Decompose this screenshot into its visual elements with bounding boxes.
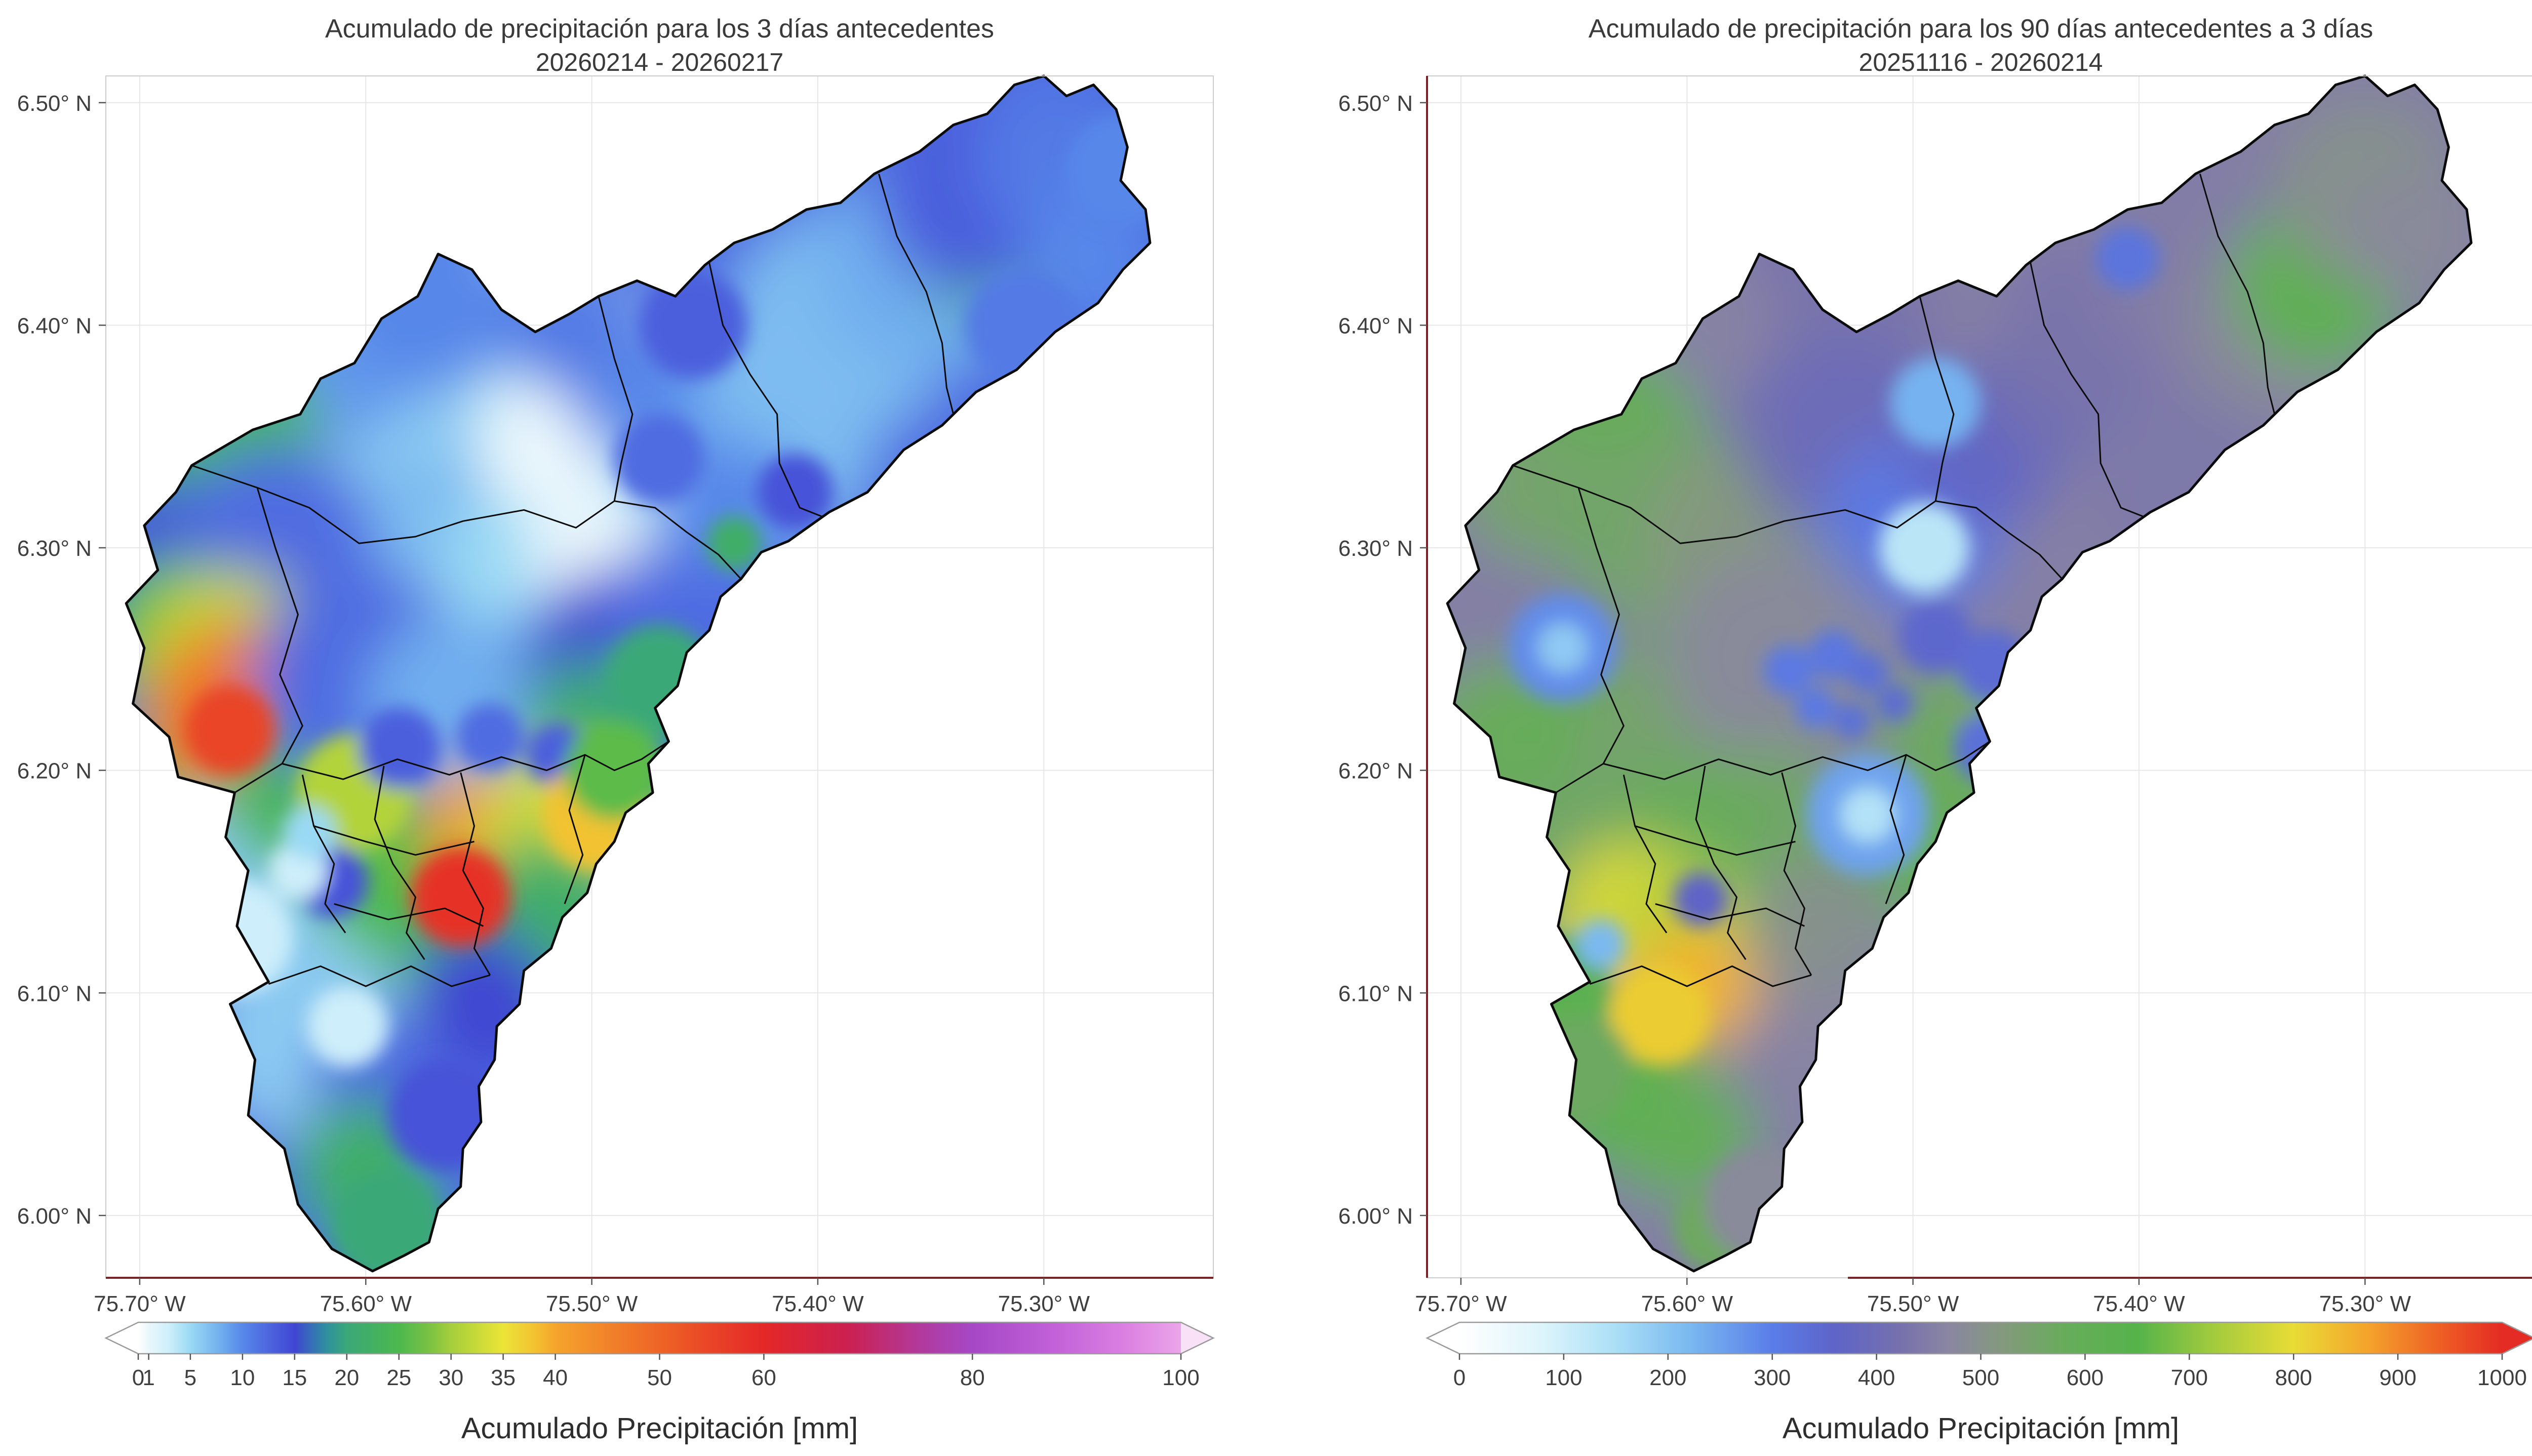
svg-text:1000: 1000 xyxy=(2477,1365,2527,1390)
svg-text:75.40° W: 75.40° W xyxy=(2093,1291,2185,1316)
svg-text:15: 15 xyxy=(282,1365,307,1390)
svg-text:30: 30 xyxy=(439,1365,463,1390)
svg-text:600: 600 xyxy=(2067,1365,2104,1390)
svg-text:60: 60 xyxy=(751,1365,776,1390)
panel-title-3-day: Acumulado de precipitación para los 3 dí… xyxy=(106,12,1213,78)
colorbar-label-right: Acumulado Precipitación [mm] xyxy=(1782,1412,2180,1445)
svg-text:75.70° W: 75.70° W xyxy=(94,1291,186,1316)
svg-text:1: 1 xyxy=(142,1365,154,1390)
svg-text:75.30° W: 75.30° W xyxy=(2319,1291,2411,1316)
svg-text:80: 80 xyxy=(960,1365,985,1390)
svg-text:40: 40 xyxy=(543,1365,568,1390)
svg-text:200: 200 xyxy=(1649,1365,1686,1390)
title-dates-3-day: 20260214 - 20260217 xyxy=(535,48,784,76)
svg-text:700: 700 xyxy=(2171,1365,2208,1390)
precipitation-map-left: 75.70° W 75.60° W 75.50° W 75.40° W 75.30° W… xyxy=(17,74,1214,1316)
svg-text:35: 35 xyxy=(491,1365,516,1390)
svg-text:6.30° N: 6.30° N xyxy=(1338,536,1413,561)
svg-text:400: 400 xyxy=(1858,1365,1895,1390)
svg-text:75.60° W: 75.60° W xyxy=(1641,1291,1733,1316)
svg-text:0: 0 xyxy=(1453,1365,1466,1390)
svg-text:6.10° N: 6.10° N xyxy=(17,981,92,1006)
svg-text:50: 50 xyxy=(647,1365,672,1390)
svg-text:0: 0 xyxy=(132,1365,144,1390)
svg-text:6.20° N: 6.20° N xyxy=(1338,759,1413,784)
svg-text:75.70° W: 75.70° W xyxy=(1415,1291,1507,1316)
svg-text:25: 25 xyxy=(386,1365,411,1390)
svg-text:20: 20 xyxy=(334,1365,359,1390)
panel-90-day: Acumulado de precipitación para los 90 d… xyxy=(1277,0,2532,1456)
svg-text:500: 500 xyxy=(1962,1365,1999,1390)
svg-text:6.40° N: 6.40° N xyxy=(1338,313,1413,338)
colorbar-left: 01 5 10 15 20 25 30 35 40 50 60 80 100 xyxy=(104,1321,1215,1390)
svg-text:100: 100 xyxy=(1162,1365,1199,1390)
svg-text:100: 100 xyxy=(1545,1365,1582,1390)
colorbar-label-left: Acumulado Precipitación [mm] xyxy=(461,1412,858,1445)
svg-text:75.40° W: 75.40° W xyxy=(772,1291,864,1316)
title-text-3-day: Acumulado de precipitación para los 3 dí… xyxy=(325,14,995,44)
title-text-90-day: Acumulado de precipitación para los 90 d… xyxy=(1588,14,2373,44)
svg-text:6.30° N: 6.30° N xyxy=(17,536,92,561)
svg-text:6.00° N: 6.00° N xyxy=(17,1204,92,1229)
panel-title-90-day: Acumulado de precipitación para los 90 d… xyxy=(1427,12,2532,78)
svg-text:900: 900 xyxy=(2379,1365,2416,1390)
svg-text:6.50° N: 6.50° N xyxy=(17,91,92,116)
svg-text:75.50° W: 75.50° W xyxy=(1867,1291,1959,1316)
svg-text:300: 300 xyxy=(1754,1365,1791,1390)
svg-text:6.10° N: 6.10° N xyxy=(1338,981,1413,1006)
colorbar-right: 0 100 200 300 400 500 600 700 800 900 1000 xyxy=(1426,1321,2532,1390)
svg-text:6.40° N: 6.40° N xyxy=(17,313,92,338)
svg-text:75.30° W: 75.30° W xyxy=(998,1291,1090,1316)
svg-text:5: 5 xyxy=(184,1365,196,1390)
svg-text:6.50° N: 6.50° N xyxy=(1338,91,1413,116)
svg-text:800: 800 xyxy=(2275,1365,2312,1390)
svg-text:75.60° W: 75.60° W xyxy=(320,1291,412,1316)
panel-3-day: Acumulado de precipitación para los 3 dí… xyxy=(17,12,1215,1445)
title-dates-90-day: 20251116 - 20260214 xyxy=(1858,48,2103,76)
svg-text:6.20° N: 6.20° N xyxy=(17,759,92,784)
precipitation-map-right: 75.70° W 75.60° W 75.50° W 75.40° W 75.30° W… xyxy=(1338,74,2532,1316)
svg-text:6.00° N: 6.00° N xyxy=(1338,1204,1413,1229)
svg-text:10: 10 xyxy=(230,1365,255,1390)
svg-text:75.50° W: 75.50° W xyxy=(546,1291,638,1316)
